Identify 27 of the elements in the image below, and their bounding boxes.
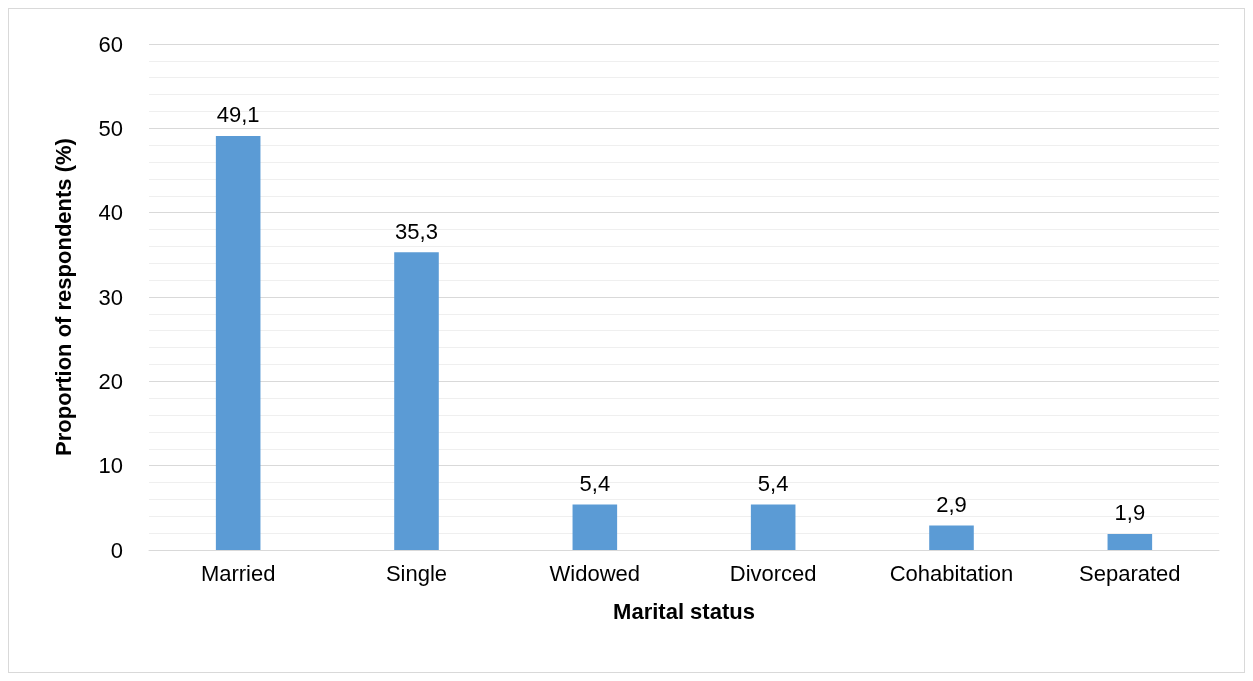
y-tick-label: 60 (98, 31, 123, 57)
x-tick-label: Single (385, 560, 448, 586)
y-tick-label: 50 (98, 115, 123, 141)
bar (750, 504, 796, 550)
x-axis-title: Marital status (613, 598, 755, 624)
bar (572, 504, 618, 550)
bar (215, 135, 261, 550)
y-tick-label: 20 (98, 368, 123, 394)
y-tick-label: 0 (110, 537, 123, 563)
bar (929, 525, 974, 550)
y-tick-label: 30 (98, 284, 123, 310)
x-tick-label: Separated (1079, 560, 1181, 586)
x-tick-label: Married (200, 560, 276, 586)
data-label: 5,4 (757, 470, 789, 496)
y-axis-title: Proportion of respondents (%) (50, 138, 76, 456)
bar (1107, 533, 1153, 550)
data-label: 1,9 (1114, 500, 1146, 526)
data-label: 2,9 (936, 492, 967, 518)
x-tick-label: Cohabitation (889, 560, 1014, 586)
x-tick-label: Widowed (549, 560, 641, 586)
data-label: 5,4 (579, 470, 611, 496)
data-label: 35,3 (395, 218, 438, 244)
x-tick-label: Divorced (729, 560, 817, 586)
data-label: 49,1 (216, 102, 260, 128)
bar (394, 252, 439, 550)
y-tick-label: 40 (98, 200, 123, 226)
y-tick-label: 10 (98, 453, 123, 479)
